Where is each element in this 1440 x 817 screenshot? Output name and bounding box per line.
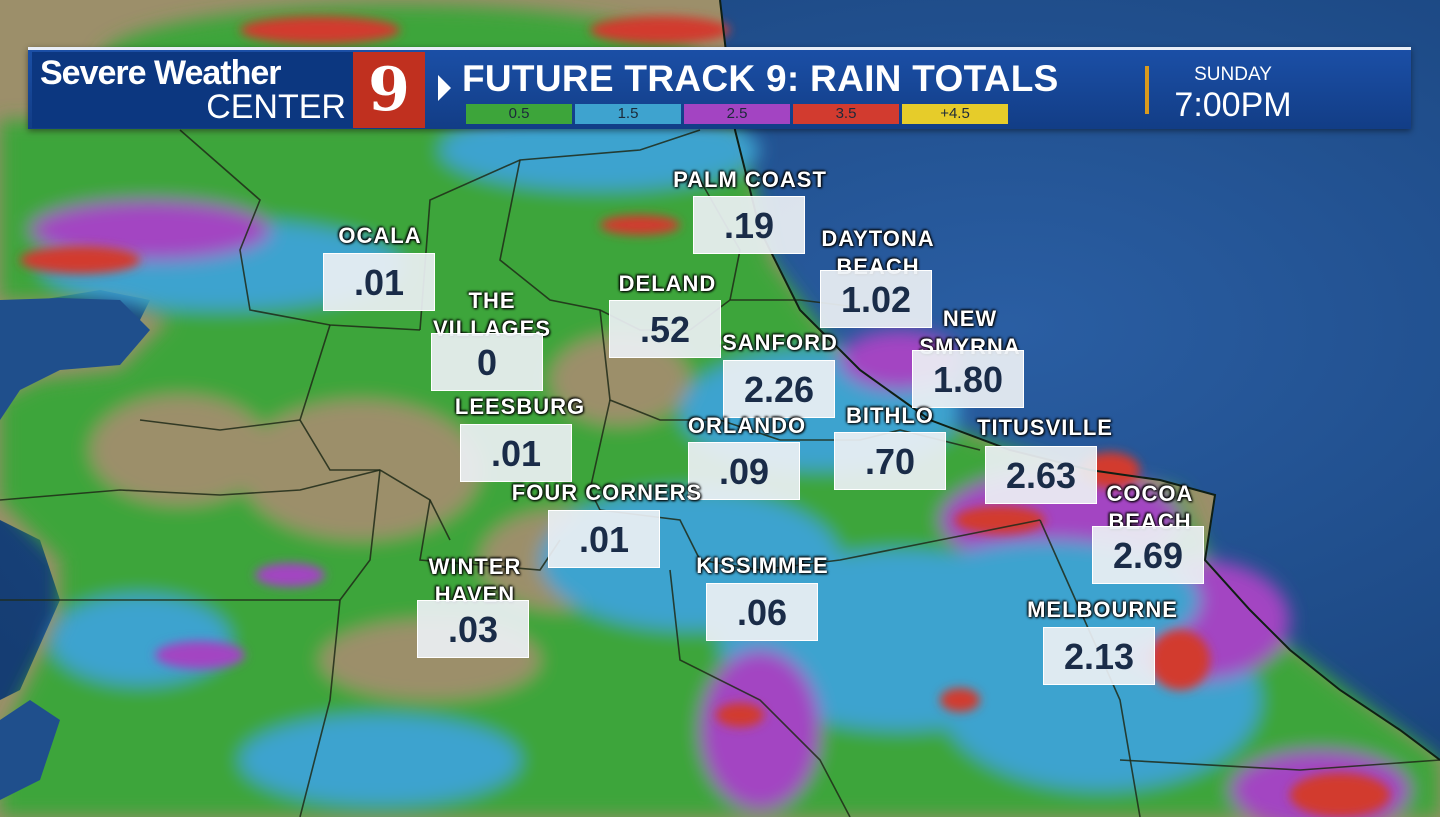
city-value-melbourne: 2.13: [1043, 627, 1155, 685]
city-value-ocala: .01: [323, 253, 435, 311]
city-value-four-corners: .01: [548, 510, 660, 568]
rain-legend: 0.5 1.5 2.5 3.5 +4.5: [466, 104, 1011, 124]
city-value-sanford: 2.26: [723, 360, 835, 418]
city-value-deland: .52: [609, 300, 721, 358]
gulf-water: [0, 298, 150, 420]
city-value-leesburg: .01: [460, 424, 572, 482]
city-name-orlando: ORLANDO: [687, 413, 807, 438]
legend-swatch-3.5: 3.5: [793, 104, 899, 124]
legend-swatch-0.5: 0.5: [466, 104, 572, 124]
header-banner: Severe Weather CENTER 9 FUTURE TRACK 9: …: [28, 47, 1411, 129]
channel-9-logo: 9: [353, 52, 425, 128]
city-name-four-corners: FOUR CORNERS: [511, 480, 703, 505]
city-value-new-smyrna: 1.80: [912, 350, 1024, 408]
city-value-orlando: .09: [688, 442, 800, 500]
city-name-leesburg: LEESBURG: [454, 394, 586, 419]
legend-swatch-1.5: 1.5: [575, 104, 681, 124]
time-divider: [1145, 66, 1149, 114]
rain-heavy-cells: [20, 16, 1390, 817]
city-value-palm-coast: .19: [693, 196, 805, 254]
city-name-ocala: OCALA: [338, 223, 422, 248]
play-arrow-icon: [438, 75, 451, 101]
city-name-melbourne: MELBOURNE: [1027, 597, 1178, 622]
brand-block: Severe Weather CENTER: [32, 52, 354, 128]
city-name-kissimmee: KISSIMMEE: [696, 553, 829, 578]
legend-swatch-2.5: 2.5: [684, 104, 790, 124]
city-value-bithlo: .70: [834, 432, 946, 490]
city-name-palm-coast: PALM COAST: [673, 167, 827, 192]
city-value-winter-haven: .03: [417, 600, 529, 658]
forecast-time: 7:00PM: [1174, 86, 1292, 124]
city-name-sanford: SANFORD: [722, 330, 838, 355]
coastline: [719, 0, 1440, 761]
legend-swatch-4.5-plus: +4.5: [902, 104, 1008, 124]
brand-title-line1: Severe Weather: [40, 54, 282, 92]
brand-title-line2: CENTER: [206, 88, 346, 126]
city-value-titusville: 2.63: [985, 446, 1097, 504]
city-value-cocoa-beach: 2.69: [1092, 526, 1204, 584]
forecast-day: SUNDAY: [1194, 64, 1272, 85]
bay-water: [0, 700, 60, 800]
city-name-titusville: TITUSVILLE: [977, 415, 1113, 440]
banner-title: FUTURE TRACK 9: RAIN TOTALS: [462, 58, 1059, 99]
city-value-daytona-beach: 1.02: [820, 270, 932, 328]
city-name-deland: DELAND: [618, 271, 717, 296]
city-value-kissimmee: .06: [706, 583, 818, 641]
city-name-bithlo: BITHLO: [846, 403, 934, 428]
city-value-the-villages: 0: [431, 333, 543, 391]
